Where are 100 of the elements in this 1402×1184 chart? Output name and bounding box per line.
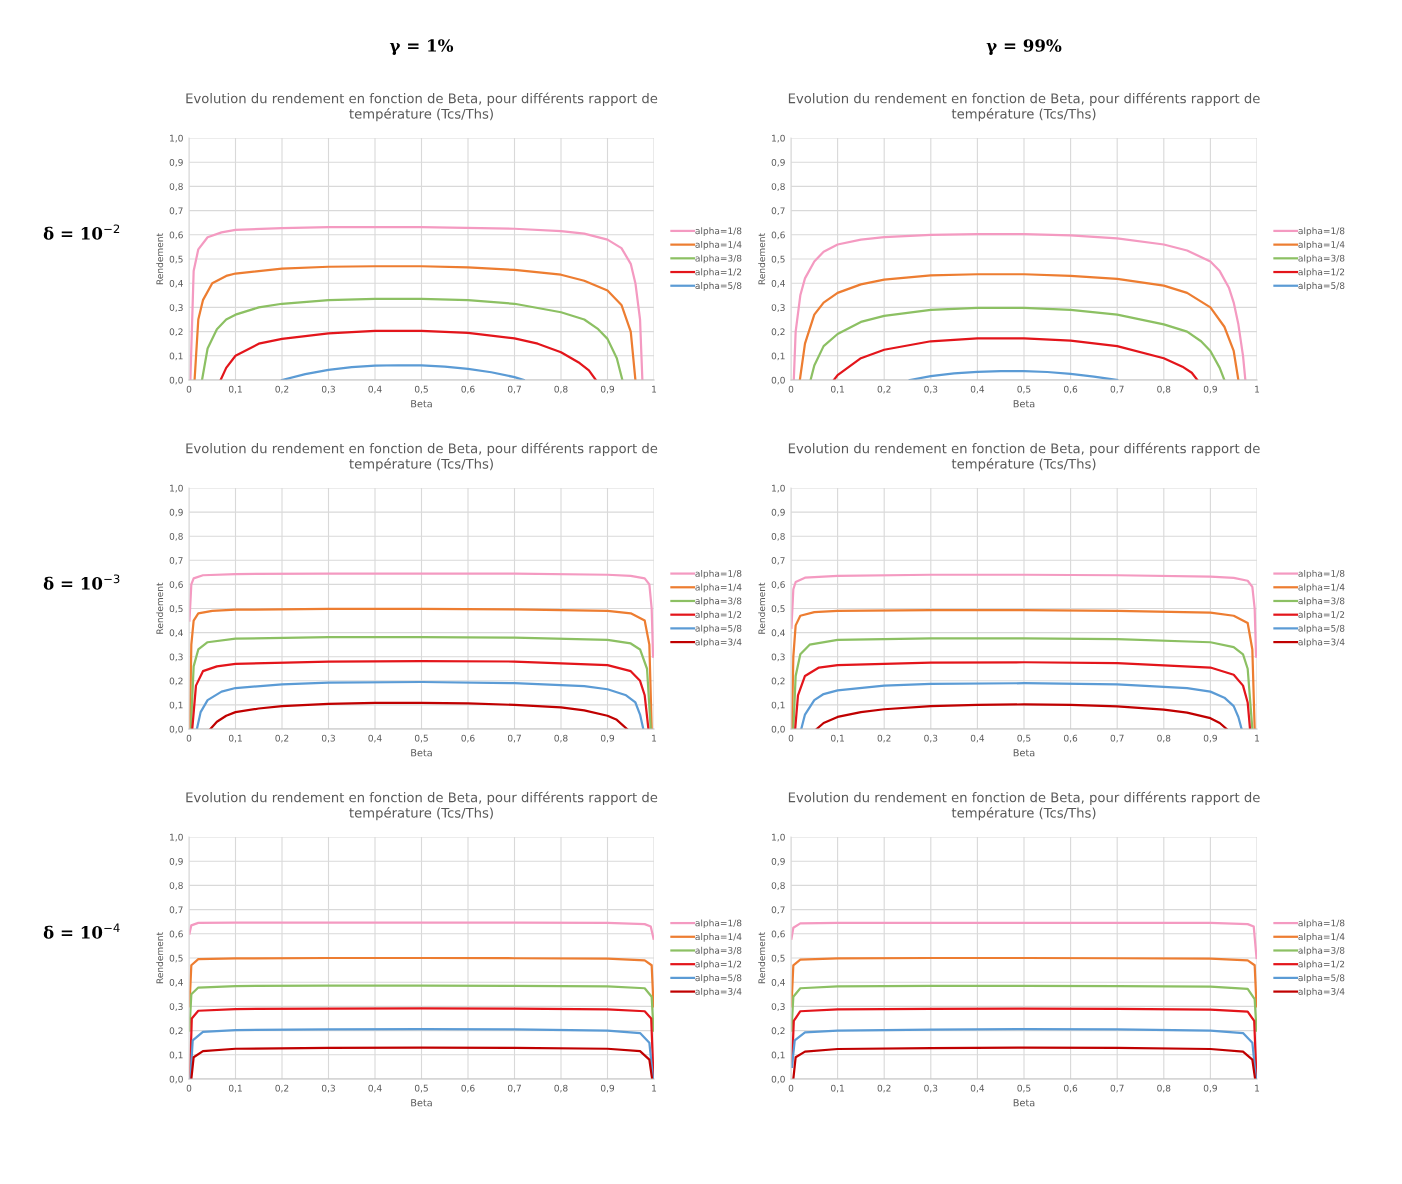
legend-label: alpha=1/4 <box>695 240 742 250</box>
x-axis-title: Beta <box>411 400 432 408</box>
y-tick-label: 0,7 <box>771 557 785 565</box>
x-tick-label: 0 <box>186 734 192 742</box>
y-tick-label: 0,0 <box>771 376 785 385</box>
x-tick-label: 0,7 <box>1110 734 1124 743</box>
y-tick-label: 0,4 <box>169 978 183 987</box>
legend-label: alpha=1/4 <box>1298 240 1345 250</box>
y-tick-label: 0,6 <box>169 930 183 939</box>
y-tick-label: 0,6 <box>771 930 785 939</box>
y-tick-label: 0,1 <box>169 701 183 710</box>
x-tick-label: 0,1 <box>228 1084 242 1093</box>
x-tick-label: 0,5 <box>414 1084 428 1093</box>
y-tick-label: 0,4 <box>169 629 183 638</box>
x-tick-label: 0 <box>186 385 192 393</box>
y-tick-label: 0,8 <box>771 882 785 890</box>
legend-label: alpha=5/8 <box>695 282 742 291</box>
legend-label: alpha=1/8 <box>695 919 742 929</box>
y-tick-label: 0,7 <box>169 906 183 915</box>
x-tick-label: 0,2 <box>877 734 891 743</box>
y-tick-label: 0,8 <box>169 183 183 191</box>
y-tick-label: 0,3 <box>771 1003 785 1011</box>
y-tick-label: 0,2 <box>771 1027 785 1036</box>
y-tick-label: 0,4 <box>771 629 785 638</box>
x-tick-label: 0,3 <box>321 1084 335 1093</box>
legend-label: alpha=3/8 <box>695 597 742 607</box>
y-tick-label: 0,5 <box>771 255 785 264</box>
x-tick-label: 0,2 <box>275 1084 289 1093</box>
legend-label: alpha=5/8 <box>695 624 742 634</box>
y-tick-label: 0,9 <box>771 158 785 167</box>
legend-label: alpha=1/2 <box>1298 268 1345 278</box>
x-tick-label: 0,2 <box>877 385 891 394</box>
y-tick-label: 0,0 <box>169 725 183 734</box>
legend-label: alpha=3/8 <box>695 946 742 956</box>
legend-label: alpha=5/8 <box>1298 282 1345 291</box>
legend-label: alpha=1/4 <box>695 583 742 593</box>
x-tick-label: 0,7 <box>507 1084 521 1093</box>
legend-label: alpha=5/8 <box>695 974 742 983</box>
x-tick-label: 0,5 <box>1017 1084 1031 1093</box>
chart-title: Evolution du rendement en fonction de Beta, pour différents rapport de température (Tcs/Ths) <box>186 442 658 472</box>
chart-title: Evolution du rendement en fonction de Beta, pour différents rapport de température (Tcs/Ths) <box>186 791 658 821</box>
y-tick-label: 1,0 <box>170 484 183 493</box>
y-tick-label: 1,0 <box>772 833 785 842</box>
y-tick-label: 0,7 <box>169 207 183 216</box>
text: δ = 10$^{−4}$ <box>43 923 120 939</box>
x-tick-label: 0,8 <box>554 734 568 743</box>
x-tick-label: 0,1 <box>831 385 844 394</box>
y-tick-label: 0,8 <box>169 882 183 890</box>
x-tick-label: 0,9 <box>1203 734 1217 743</box>
legend-label: alpha=1/2 <box>695 960 742 970</box>
chart-title: Evolution du rendement en fonction de Beta, pour différents rapport de température (Tcs/Ths) <box>788 92 1260 122</box>
y-tick-label: 0,9 <box>169 508 183 517</box>
x-tick-label: 1 <box>1255 385 1260 393</box>
legend-label: alpha=1/4 <box>1298 933 1345 942</box>
y-tick-label: 0,0 <box>771 725 785 734</box>
legend-label: alpha=3/4 <box>695 987 742 997</box>
legend-label: alpha=1/8 <box>1298 569 1345 579</box>
y-tick-label: 0,9 <box>169 158 183 167</box>
y-tick-label: 0,7 <box>771 207 785 216</box>
y-tick-label: 0,4 <box>771 279 785 288</box>
y-tick-label: 0,6 <box>771 231 785 240</box>
x-tick-label: 0,8 <box>1157 734 1171 743</box>
x-tick-label: 0,7 <box>1110 1084 1124 1093</box>
legend-label: alpha=1/8 <box>1298 227 1345 236</box>
legend-label: alpha=1/8 <box>695 227 742 236</box>
y-tick-label: 0,1 <box>169 352 183 361</box>
x-tick-label: 0,4 <box>368 1084 382 1093</box>
y-tick-label: 0,7 <box>169 557 183 565</box>
y-tick-label: 0,4 <box>771 978 785 987</box>
y-tick-label: 0,8 <box>771 183 785 191</box>
text: δ = 10$^{−2}$ <box>43 224 120 240</box>
y-tick-label: 0,5 <box>169 605 183 613</box>
legend-label: alpha=1/2 <box>695 268 742 278</box>
y-tick-label: 1,0 <box>772 484 785 493</box>
y-tick-label: 0,2 <box>169 1027 183 1036</box>
text: δ = 10$^{−3}$ <box>43 574 120 590</box>
legend-label: alpha=1/2 <box>1298 610 1345 620</box>
y-tick-label: 0,3 <box>771 653 785 662</box>
x-tick-label: 0,6 <box>461 1084 475 1093</box>
x-tick-label: 0 <box>186 1084 192 1092</box>
x-tick-label: 0 <box>788 1084 794 1092</box>
y-tick-label: 0,5 <box>169 255 183 264</box>
text: γ = 1% <box>389 39 454 56</box>
y-tick-label: 0,0 <box>169 1075 183 1084</box>
x-axis-title: Beta <box>1013 749 1035 757</box>
legend-label: alpha=1/8 <box>695 569 742 579</box>
x-tick-label: 0,5 <box>1017 385 1031 394</box>
legend-label: alpha=3/8 <box>1298 946 1345 956</box>
y-tick-label: 0,6 <box>169 581 183 589</box>
y-tick-label: 0,8 <box>771 532 785 541</box>
x-tick-label: 0,5 <box>414 734 428 743</box>
y-tick-label: 0,1 <box>169 1051 183 1060</box>
y-tick-label: 0,5 <box>771 605 785 613</box>
y-tick-label: 0,3 <box>771 304 785 312</box>
x-tick-label: 0,9 <box>1203 385 1217 394</box>
x-tick-label: 0,1 <box>831 734 844 743</box>
x-tick-label: 0,8 <box>554 385 568 394</box>
x-tick-label: 0,4 <box>970 385 985 394</box>
x-tick-label: 1 <box>652 734 657 742</box>
x-tick-label: 0,4 <box>970 1084 985 1093</box>
